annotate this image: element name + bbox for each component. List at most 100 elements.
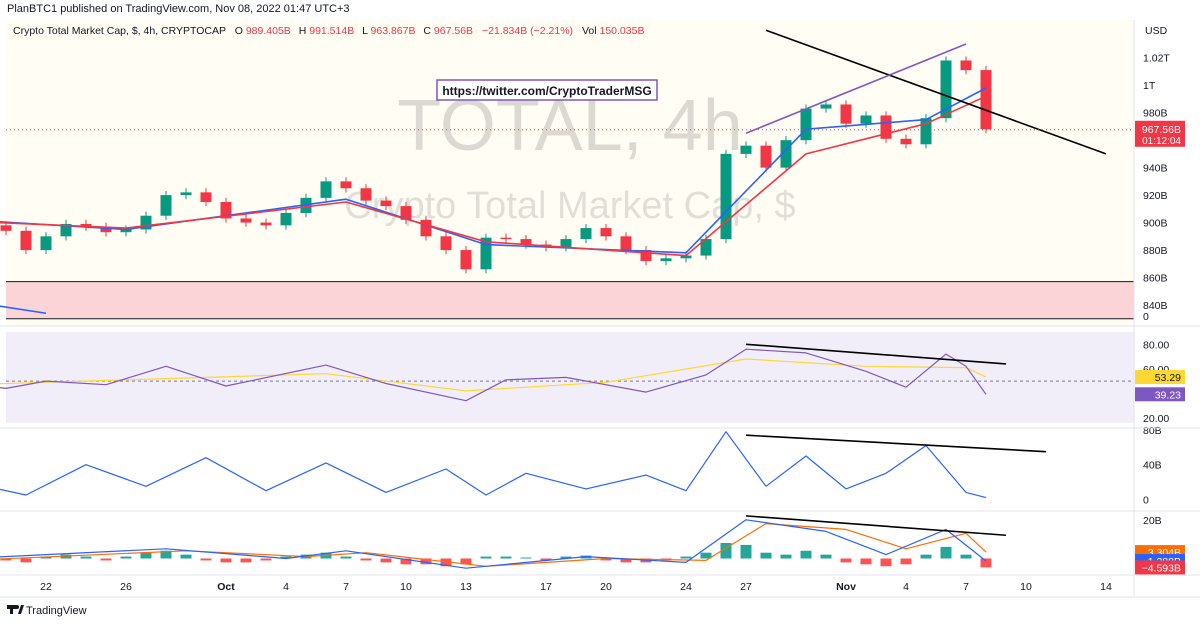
price-y-tick-0: 1.02T [1143,53,1170,65]
volume-value: 150.035B [600,25,645,37]
price-trendline-2[interactable] [0,301,47,315]
macd-histogram-bar [380,558,392,563]
oscillator-y-tick-0: 80B [1143,425,1162,437]
macd-signal-line [0,522,987,567]
macd-histogram-bar [520,557,532,559]
candle-body [380,200,392,207]
candle [160,190,172,220]
candle-body [200,192,212,202]
candle-body [460,250,472,270]
candle-body [820,104,832,109]
macd-histogram-bar [860,558,872,565]
candle [500,233,512,244]
candle-body [100,226,112,233]
macd-histogram-bar [740,544,752,559]
logo-dot-icon [15,605,19,609]
candle-body [260,222,272,226]
candle-body [280,212,292,226]
candle [940,56,952,123]
candle-body [0,225,12,231]
macd-histogram-value-label-bg [1135,560,1185,575]
candle-body [240,218,252,223]
macd-histogram-bar [480,556,492,559]
macd-histogram-bar [600,558,612,561]
candle [640,245,652,266]
price-change: −21.834B (−2.21%) [482,25,573,37]
candle-body [960,60,972,71]
macd-trendline-0[interactable] [745,515,1007,537]
candle-body [360,188,372,201]
rsi-trendline-0[interactable] [745,343,1007,365]
tradingview-logo: TradingView [7,605,87,617]
macd-histogram-bar [220,558,232,563]
candle-body [900,138,912,145]
oscillator-trendline-0[interactable] [745,434,1047,453]
twitter-link[interactable]: https://twitter.com/CryptoTraderMSG [442,84,651,98]
macd-histogram-bar [500,556,512,559]
rsi-y-tick-0: 80.00 [1143,339,1169,351]
ohlc-low-value: 963.867B [371,25,416,37]
candle-body [780,140,792,168]
candle [240,214,252,227]
x-tick-4: 7 [343,581,349,593]
macd-histogram-bar [120,556,132,559]
candle-body [660,258,672,262]
candle-body [20,230,32,251]
x-tick-1: 26 [120,581,132,593]
candle-body [140,215,152,230]
candle [600,223,612,241]
macd-histogram-bar [720,543,732,559]
candle [780,136,792,172]
candle-body [60,223,72,237]
macd-histogram-bar [680,556,692,559]
candle [460,245,472,274]
candle [40,232,52,255]
x-tick-9: 24 [680,581,692,593]
x-tick-5: 10 [400,581,412,593]
price-trendline-1[interactable] [745,43,967,135]
price-y-tick-4: 940B [1143,163,1168,175]
legend-row: Crypto Total Market Cap, $, 4h, CRYPTOCA… [13,25,644,37]
candle-body [980,70,992,130]
macd-histogram-bar [340,556,352,559]
candle [80,219,92,231]
candle-body [80,223,92,227]
candle [260,218,272,230]
ohlc-high-value: 991.514B [309,25,354,37]
macd-histogram-bar [540,558,552,561]
macd-histogram-bar [160,550,172,559]
macd-histogram-bar [420,558,432,565]
macd-histogram-bar [560,556,572,559]
ema-slow-line [0,95,987,257]
rsi-value-label: 39.23 [1135,387,1185,402]
candle [720,149,732,244]
x-tick-6: 13 [460,581,472,593]
x-tick-7: 17 [540,581,552,593]
macd-histogram-bar [940,546,952,559]
oscillator-y-tick-2: 0 [1143,494,1149,506]
macd-histogram-bar [840,558,852,563]
candle-body [440,236,452,251]
candle [420,215,432,241]
price-trendline-0[interactable] [765,29,1107,155]
price-y-tick-9: 840B [1143,300,1168,312]
candle-body [120,229,132,233]
macd-histogram-bar [800,550,812,559]
rsi-ma-line [0,358,987,392]
candle [820,100,832,113]
macd-histogram-bar [460,558,472,565]
last-price-bg [1135,120,1185,147]
macd-histogram-bar [440,558,452,567]
symbol-line: Crypto Total Market Cap, $, 4h, CRYPTOCA… [13,25,226,37]
volume-label: Vol [582,25,597,37]
candle [840,100,852,128]
candle-body [740,145,752,154]
candle-body [680,255,692,259]
candle [760,141,772,172]
candle [980,65,992,134]
x-tick-11: Nov [836,581,856,593]
countdown-text: 01:12:04 [1142,136,1181,147]
candle [360,184,372,205]
watermark-name: Crypto Total Market Cap, $ [344,185,795,227]
